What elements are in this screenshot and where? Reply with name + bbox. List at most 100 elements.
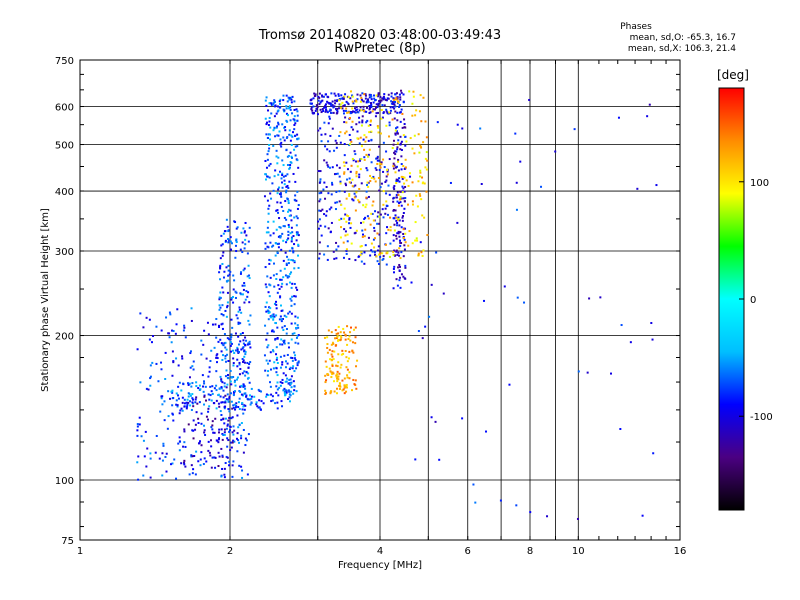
- data-point: [358, 109, 361, 112]
- data-point: [293, 148, 296, 151]
- data-point: [354, 326, 357, 329]
- data-point: [231, 349, 234, 352]
- data-point: [365, 153, 368, 156]
- data-point: [402, 232, 405, 235]
- data-point: [351, 95, 354, 98]
- data-point: [287, 223, 290, 226]
- data-point: [280, 205, 283, 208]
- data-point: [288, 396, 291, 399]
- data-point: [515, 181, 518, 184]
- data-point: [404, 227, 407, 230]
- data-point: [279, 366, 282, 369]
- data-point: [236, 378, 239, 381]
- data-point: [367, 153, 370, 156]
- data-point: [217, 441, 220, 444]
- data-point: [376, 157, 379, 160]
- data-point: [330, 359, 333, 362]
- data-point: [377, 102, 380, 105]
- data-point: [338, 190, 341, 193]
- data-point: [422, 249, 425, 252]
- data-point: [232, 433, 235, 436]
- data-point: [188, 382, 191, 385]
- data-point: [394, 110, 397, 113]
- data-point: [148, 338, 151, 341]
- data-point: [161, 459, 164, 462]
- data-point: [288, 167, 291, 170]
- data-point: [335, 191, 338, 194]
- data-point: [378, 222, 381, 225]
- data-point: [419, 169, 422, 172]
- data-point: [355, 172, 358, 175]
- data-point: [327, 140, 330, 143]
- data-point: [326, 95, 329, 98]
- data-point: [296, 316, 299, 319]
- data-point: [238, 308, 241, 311]
- data-point: [214, 456, 217, 459]
- data-point: [418, 110, 421, 113]
- data-point: [291, 95, 294, 98]
- data-point: [177, 364, 180, 367]
- data-point: [142, 474, 145, 477]
- data-point: [232, 301, 235, 304]
- data-point: [290, 161, 293, 164]
- data-point: [284, 200, 287, 203]
- data-point: [241, 372, 244, 375]
- data-point: [350, 90, 353, 93]
- data-point: [278, 217, 281, 220]
- data-point: [373, 237, 376, 240]
- data-point: [264, 117, 267, 120]
- data-point: [218, 428, 221, 431]
- data-point: [280, 248, 283, 251]
- data-point: [222, 417, 225, 420]
- data-point: [508, 383, 511, 386]
- data-point: [267, 370, 270, 373]
- data-point: [285, 94, 288, 97]
- data-point: [244, 343, 247, 346]
- data-point: [149, 384, 152, 387]
- data-point: [238, 306, 241, 309]
- data-point: [269, 315, 272, 318]
- data-point: [395, 237, 398, 240]
- data-point: [343, 95, 346, 98]
- data-point: [186, 405, 189, 408]
- data-point: [333, 105, 336, 108]
- data-point: [290, 98, 293, 101]
- data-point: [345, 130, 348, 133]
- data-point: [340, 336, 343, 339]
- data-point: [346, 325, 349, 328]
- data-point: [398, 269, 401, 272]
- data-point: [297, 360, 300, 363]
- data-point: [297, 326, 300, 329]
- data-point: [368, 148, 371, 151]
- data-point: [226, 304, 229, 307]
- data-point: [329, 358, 332, 361]
- data-point: [361, 119, 364, 122]
- data-point: [293, 261, 296, 264]
- data-point: [277, 173, 280, 176]
- data-point: [340, 217, 343, 220]
- data-point: [588, 297, 591, 300]
- data-point: [249, 314, 252, 317]
- data-point: [243, 267, 246, 270]
- data-point: [297, 166, 300, 169]
- data-point: [240, 393, 243, 396]
- data-point: [195, 396, 198, 399]
- data-point: [241, 332, 244, 335]
- data-point: [200, 451, 203, 454]
- data-point: [382, 141, 385, 144]
- data-point: [194, 428, 197, 431]
- data-point: [394, 150, 397, 153]
- data-point: [324, 360, 327, 363]
- data-point: [195, 450, 198, 453]
- data-point: [337, 353, 340, 356]
- data-point: [217, 431, 220, 434]
- data-point: [389, 226, 392, 229]
- data-point: [149, 364, 152, 367]
- data-point: [297, 234, 300, 237]
- phases-title: Phases: [620, 22, 652, 32]
- data-point: [214, 417, 217, 420]
- data-point: [142, 439, 145, 442]
- data-point: [265, 231, 268, 234]
- data-point: [149, 452, 152, 455]
- data-point: [376, 215, 379, 218]
